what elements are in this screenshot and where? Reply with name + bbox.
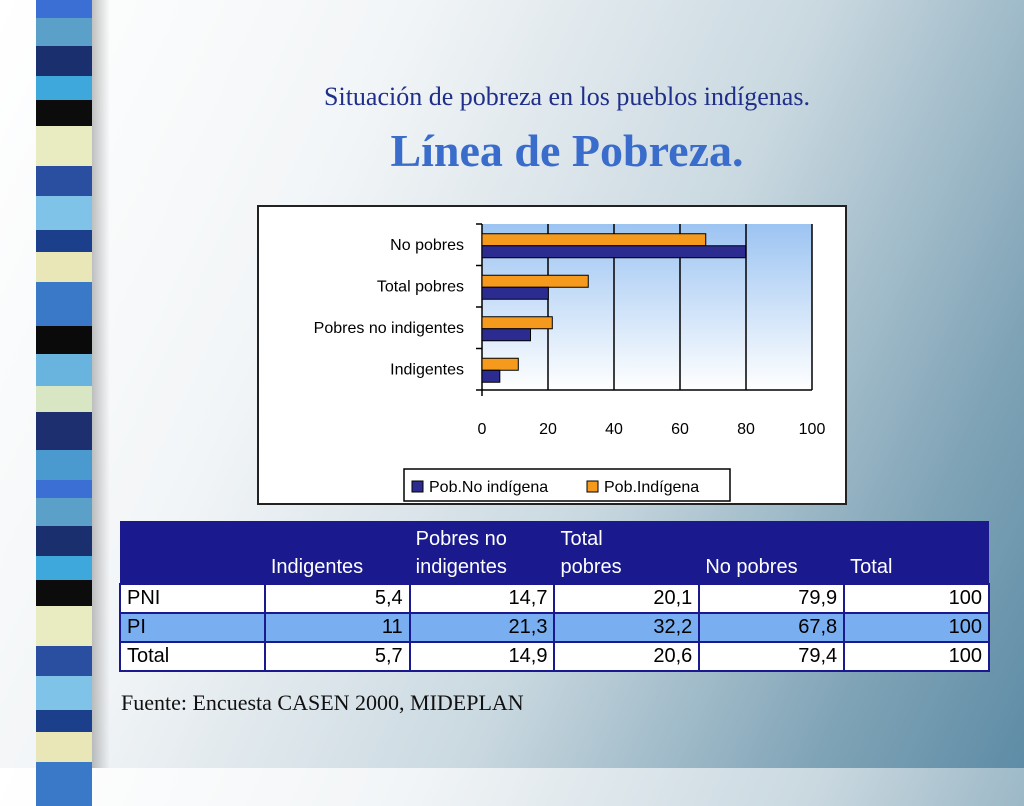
bar-pob-no-indigena <box>481 245 747 259</box>
table-header-indigentes: Indigentes <box>264 521 410 584</box>
table-cell: 67,8 <box>698 612 846 643</box>
strip-band <box>36 710 92 732</box>
row-label: Total <box>119 641 266 672</box>
poverty-table: Indigentes Pobres no indigentes Total pobr… <box>119 521 990 672</box>
strip-band <box>36 606 92 646</box>
table-header-total-pobres: Total pobres <box>554 521 700 584</box>
strip-band <box>36 450 92 480</box>
y-category-label: Indigentes <box>390 361 464 378</box>
strip-band <box>36 282 92 326</box>
table-cell: 32,2 <box>553 612 701 643</box>
x-tick-label: 100 <box>799 421 826 438</box>
table-cell: 21,3 <box>408 612 556 643</box>
strip-band <box>36 480 92 498</box>
legend-swatch-indigena <box>586 480 599 493</box>
table-header-pobres-no-indigentes: Pobres no indigentes <box>409 521 555 584</box>
table-cell: 14,9 <box>408 641 556 672</box>
strip-band <box>36 412 92 450</box>
decorative-left-strip <box>0 0 110 806</box>
table-cell: 11 <box>263 612 411 643</box>
strip-band <box>36 230 92 252</box>
strip-band <box>36 354 92 386</box>
strip-band <box>36 762 92 806</box>
table-cell: 79,4 <box>698 641 846 672</box>
strip-band <box>36 526 92 556</box>
strip-band <box>36 326 92 354</box>
bar-pob-no-indigena <box>481 286 549 300</box>
bar-pob-no-indigena <box>481 369 501 383</box>
table-row: Total 5,7 14,9 20,6 79,4 100 <box>119 641 990 672</box>
table-cell: 20,6 <box>553 641 701 672</box>
table-cell: 100 <box>843 583 990 614</box>
x-tick-label: 0 <box>478 421 487 438</box>
table-header-no-pobres: No pobres <box>699 521 845 584</box>
legend-label-no-indigena: Pob.No indígena <box>429 479 548 496</box>
strip-band <box>36 126 92 166</box>
bar-pob-indigena <box>481 233 707 247</box>
x-tick-label: 40 <box>605 421 623 438</box>
table-cell: 100 <box>843 612 990 643</box>
table-row: PI 11 21,3 32,2 67,8 100 <box>119 612 990 643</box>
strip-band <box>36 196 92 230</box>
bar-pob-indigena <box>481 357 519 371</box>
slide-title: Línea de Pobreza. <box>390 125 744 176</box>
legend-swatch-no-indigena <box>411 480 424 493</box>
chart-canvas: 0 20 40 60 80 100 Indigentes Pobres no indigent… <box>314 223 826 502</box>
table-cell: 14,7 <box>408 583 556 614</box>
table-cell: 5,4 <box>263 583 411 614</box>
table-cell: 79,9 <box>698 583 846 614</box>
strip-band <box>36 0 92 18</box>
strip-band <box>36 646 92 676</box>
table-header-row: Indigentes Pobres no indigentes Total pobr… <box>120 521 989 584</box>
strip-band <box>36 100 92 126</box>
table-row: PNI 5,4 14,7 20,1 79,9 100 <box>119 583 990 614</box>
table-cell: 5,7 <box>263 641 411 672</box>
legend-box <box>403 468 731 502</box>
bar-pob-indigena <box>481 274 589 288</box>
strip-band <box>36 76 92 100</box>
strip-band <box>36 166 92 196</box>
y-category-label: Pobres no indigentes <box>314 320 464 337</box>
strip-band <box>36 386 92 412</box>
row-label: PNI <box>119 583 266 614</box>
table-cell: 100 <box>843 641 990 672</box>
table-header-total: Total <box>844 521 989 584</box>
strip-band <box>36 580 92 606</box>
source-note: Fuente: Encuesta CASEN 2000, MIDEPLAN <box>121 690 524 715</box>
bar-chart: 0 20 40 60 80 100 Indigentes Pobres no indigent… <box>257 205 847 505</box>
y-category-label: No pobres <box>390 237 464 254</box>
x-tick-label: 80 <box>737 421 755 438</box>
strip-band <box>36 676 92 710</box>
strip-shadow <box>92 0 110 768</box>
x-tick-label: 20 <box>539 421 557 438</box>
strip-band <box>36 732 92 762</box>
strip-band <box>36 498 92 526</box>
strip-band <box>36 18 92 46</box>
row-label: PI <box>119 612 266 643</box>
strip-band <box>36 556 92 580</box>
table-header-empty <box>120 521 265 584</box>
table-cell: 20,1 <box>553 583 701 614</box>
strip-band <box>36 46 92 76</box>
strip-band <box>36 252 92 282</box>
legend-label-indigena: Pob.Indígena <box>604 479 699 496</box>
x-tick-label: 60 <box>671 421 689 438</box>
y-category-label: Total pobres <box>377 278 464 295</box>
slide-subtitle: Situación de pobreza en los pueblos indí… <box>324 82 810 111</box>
bar-pob-no-indigena <box>481 328 532 342</box>
bar-pob-indigena <box>481 316 553 330</box>
